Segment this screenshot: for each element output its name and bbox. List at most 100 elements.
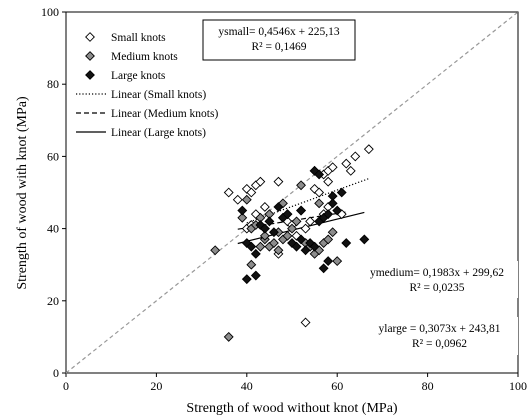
equation-line: ylarge = 0,3073x + 243,81 bbox=[379, 323, 501, 335]
point-large bbox=[309, 241, 320, 252]
point-large bbox=[323, 256, 334, 267]
trendline-large bbox=[237, 211, 365, 245]
point-small bbox=[232, 194, 243, 205]
x-axis-label: Strength of wood without knot (MPa) bbox=[186, 401, 397, 416]
data-points-layer bbox=[210, 144, 374, 342]
point-medium bbox=[323, 234, 334, 245]
point-medium bbox=[237, 212, 248, 223]
equation-line: R² = 0,1469 bbox=[252, 41, 307, 53]
x-tick-label: 0 bbox=[63, 379, 69, 393]
point-small bbox=[273, 176, 284, 187]
point-large bbox=[250, 270, 261, 281]
equation-box-medium: ymedium= 0,1983x + 299,62 R² = 0,0235 bbox=[356, 261, 518, 298]
legend: Small knots Medium knots Large knots Linear… bbox=[76, 32, 218, 139]
point-large bbox=[296, 234, 306, 245]
point-large bbox=[241, 274, 252, 285]
point-large bbox=[296, 205, 306, 216]
point-large bbox=[282, 209, 293, 220]
point-large bbox=[237, 205, 248, 216]
point-medium bbox=[273, 245, 284, 256]
point-medium bbox=[268, 238, 279, 248]
point-medium bbox=[291, 216, 302, 227]
point-medium bbox=[223, 331, 234, 342]
x-tick-label: 20 bbox=[150, 379, 162, 393]
point-medium bbox=[259, 230, 270, 241]
x-tick-label: 100 bbox=[509, 379, 527, 393]
legend-label: Large knots bbox=[111, 70, 166, 82]
legend-trend-label: Linear (Small knots) bbox=[111, 89, 206, 101]
point-small bbox=[323, 176, 334, 187]
equation-line: ysmall= 0,4546x + 225,13 bbox=[218, 26, 340, 38]
point-small bbox=[345, 165, 356, 176]
point-large bbox=[305, 238, 316, 248]
y-tick-label: 20 bbox=[47, 294, 59, 308]
y-tick-label: 80 bbox=[47, 77, 59, 91]
point-small bbox=[291, 230, 302, 241]
point-large bbox=[250, 248, 261, 259]
x-tick-label: 60 bbox=[331, 379, 343, 393]
point-large bbox=[264, 216, 275, 227]
point-medium bbox=[246, 259, 257, 270]
point-large bbox=[309, 165, 320, 176]
equation-line: R² = 0,0235 bbox=[410, 282, 465, 294]
x-tick-label: 80 bbox=[422, 379, 434, 393]
equation-line: ymedium= 0,1983x + 299,62 bbox=[370, 267, 504, 279]
point-small bbox=[255, 176, 266, 187]
equation-box-small: ysmall= 0,4546x + 225,13 R² = 0,1469 bbox=[202, 19, 356, 61]
point-small bbox=[327, 162, 338, 173]
point-medium bbox=[241, 194, 252, 205]
point-medium bbox=[327, 227, 338, 238]
point-small bbox=[341, 158, 352, 169]
point-small bbox=[259, 202, 270, 212]
equation-annotations: ysmall= 0,4546x + 225,13 R² = 0,1469 ymedi… bbox=[202, 19, 518, 355]
point-medium bbox=[314, 198, 325, 209]
axes: 0 20 40 60 80 100 0 20 40 60 80 100 bbox=[41, 5, 527, 393]
equation-line: R² = 0,0962 bbox=[412, 338, 467, 350]
point-large bbox=[273, 202, 284, 212]
equation-box-frame bbox=[356, 261, 518, 298]
point-large bbox=[268, 227, 279, 238]
legend-trend-label: Linear (Medium knots) bbox=[111, 108, 218, 120]
point-medium bbox=[287, 223, 297, 234]
point-large bbox=[287, 238, 297, 248]
legend-marker-large bbox=[85, 70, 95, 80]
point-small bbox=[223, 187, 234, 198]
equation-box-frame bbox=[202, 19, 356, 61]
y-axis-label: Strength of wood with knot (MPa) bbox=[15, 96, 30, 290]
reference-line-layer bbox=[65, 11, 519, 374]
legend-marker-medium bbox=[85, 51, 95, 61]
x-tick-label: 40 bbox=[241, 379, 253, 393]
point-large bbox=[300, 245, 311, 256]
point-medium bbox=[282, 230, 293, 241]
equation-box-frame bbox=[361, 317, 518, 355]
point-large bbox=[246, 241, 257, 252]
point-medium bbox=[332, 256, 343, 267]
point-large bbox=[323, 209, 334, 220]
point-medium bbox=[210, 245, 221, 256]
point-large bbox=[336, 187, 347, 198]
point-small bbox=[300, 317, 311, 328]
y-tick-label: 40 bbox=[47, 222, 59, 236]
y-tick-label: 60 bbox=[47, 149, 59, 163]
legend-label: Small knots bbox=[111, 32, 166, 44]
point-medium bbox=[255, 241, 266, 252]
legend-marker-small bbox=[85, 32, 95, 42]
point-small bbox=[246, 187, 257, 198]
equation-box-large: ylarge = 0,3073x + 243,81 R² = 0,0962 bbox=[361, 317, 518, 355]
point-large bbox=[259, 223, 270, 234]
point-large bbox=[341, 238, 352, 248]
legend-trend-label: Linear (Large knots) bbox=[111, 127, 206, 139]
point-large bbox=[314, 169, 325, 180]
point-large bbox=[327, 198, 338, 209]
point-large bbox=[318, 263, 329, 274]
point-small bbox=[305, 216, 316, 227]
point-medium bbox=[296, 180, 306, 191]
plot-frame bbox=[65, 11, 519, 374]
trendline-small bbox=[246, 178, 370, 224]
point-large bbox=[255, 220, 266, 230]
point-small bbox=[300, 223, 311, 234]
y-tick-label: 100 bbox=[41, 5, 59, 19]
point-large bbox=[291, 241, 302, 252]
reference-line bbox=[65, 11, 519, 374]
